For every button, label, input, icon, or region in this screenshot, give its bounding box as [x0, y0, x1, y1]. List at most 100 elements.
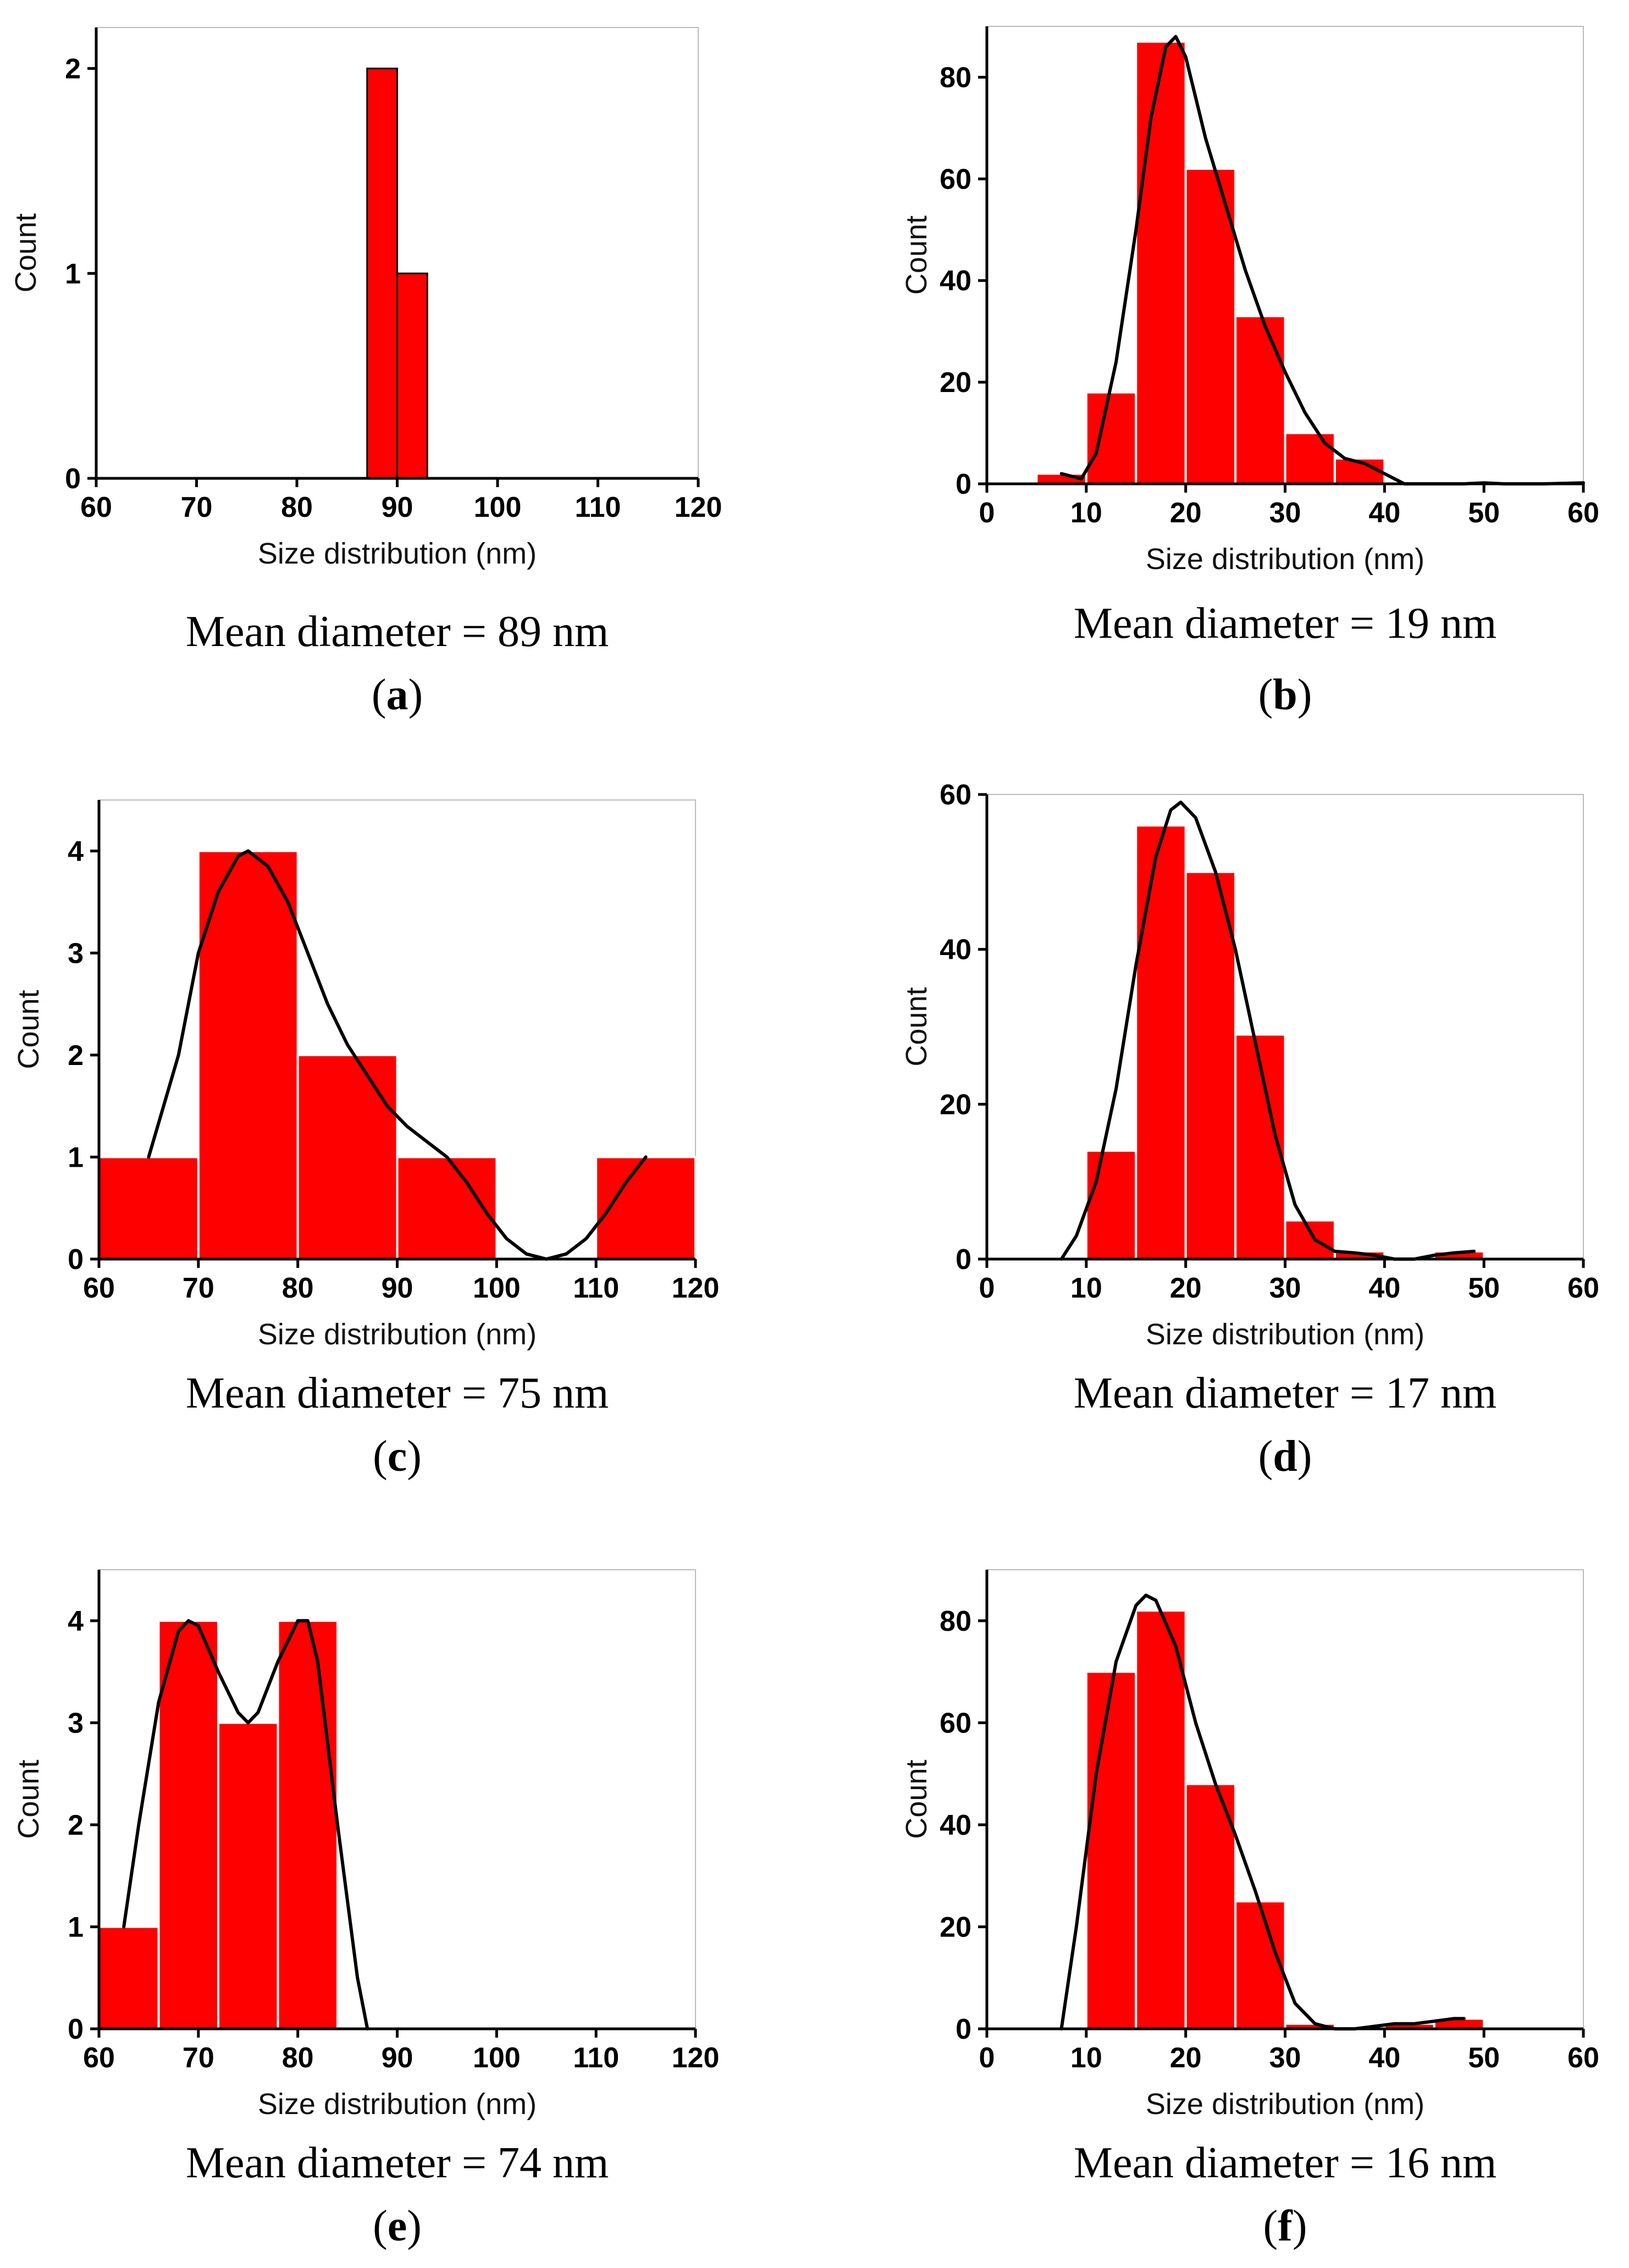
mean-diameter-caption: Mean diameter = 89 nm	[186, 608, 609, 656]
x-tick-label: 50	[1468, 497, 1500, 529]
histogram-bar-1	[1135, 824, 1187, 1261]
y-tick-label: 1	[65, 258, 81, 290]
x-tick-label: 50	[1468, 1272, 1500, 1304]
x-tick-label: 0	[979, 497, 995, 529]
histogram-bar-3	[277, 1619, 339, 2030]
y-tick-label: 0	[956, 1244, 971, 1276]
x-axis-title: Size distribution (nm)	[258, 2088, 537, 2121]
panel-label: (e)	[373, 2202, 422, 2250]
x-tick-label: 60	[1567, 1272, 1599, 1304]
x-tick-label: 60	[83, 2042, 115, 2074]
panel-label-close: )	[407, 2202, 422, 2250]
panel-label-close: )	[1293, 2202, 1307, 2250]
fit-curve	[122, 1619, 369, 2030]
histogram-bar-1	[157, 1619, 219, 2030]
x-tick-label: 80	[282, 1272, 314, 1304]
x-tick-label: 60	[83, 1272, 115, 1304]
y-tick-label: 0	[956, 2013, 971, 2045]
panel-label-open: (	[373, 1432, 388, 1481]
panel-label-close: )	[1297, 1432, 1312, 1481]
fit-curve	[1059, 1593, 1466, 2030]
x-tick-label: 110	[573, 2042, 619, 2074]
y-axis-title: Count	[12, 990, 45, 1069]
x-tick-label: 70	[181, 492, 213, 523]
y-tick-label: 80	[940, 62, 971, 93]
x-axis-title: Size distribution (nm)	[1146, 543, 1424, 576]
panel-label-close: )	[408, 671, 423, 719]
panel-label-close: )	[1297, 671, 1312, 719]
x-tick-label: 100	[473, 1272, 521, 1304]
x-tick-label: 30	[1269, 2042, 1301, 2074]
x-tick-label: 60	[1567, 2042, 1599, 2074]
mean-diameter-caption: Mean diameter = 75 nm	[186, 1369, 609, 1417]
x-tick-label: 120	[672, 2042, 720, 2074]
panel-label-letter: a	[386, 671, 408, 719]
histogram-bar-5	[1284, 432, 1336, 485]
panel-label: (c)	[373, 1432, 422, 1481]
mean-diameter-caption: Mean diameter = 74 nm	[186, 2139, 609, 2187]
x-tick-label: 70	[183, 1272, 214, 1304]
y-tick-label: 80	[940, 1605, 971, 1637]
x-tick-label: 90	[382, 2042, 413, 2074]
y-tick-label: 2	[65, 53, 81, 85]
panel-label: (d)	[1258, 1432, 1312, 1481]
histogram-bar-0	[98, 1156, 200, 1260]
x-tick-label: 0	[979, 2042, 995, 2074]
mean-diameter-caption: Mean diameter = 16 nm	[1074, 2139, 1497, 2187]
histogram-bar-0	[366, 68, 398, 479]
histogram-bar-1	[1135, 1609, 1187, 2030]
y-axis-title: Count	[9, 213, 42, 293]
histogram-bar-3	[1184, 167, 1237, 485]
y-tick-label: 2	[68, 1809, 84, 1841]
x-tick-label: 10	[1070, 2042, 1102, 2074]
panel-label: (f)	[1263, 2202, 1307, 2250]
histogram-bar-2	[1184, 870, 1237, 1261]
y-tick-label: 0	[68, 1244, 84, 1276]
y-tick-label: 60	[940, 163, 971, 195]
x-tick-label: 10	[1070, 497, 1102, 529]
chart-panel-f: 0 10 20 30 40 50 60 0 20 40 60 80 Size distribution …	[900, 1569, 1599, 2250]
x-tick-label: 40	[1368, 497, 1400, 529]
y-tick-label: 60	[940, 779, 971, 811]
x-tick-label: 60	[80, 492, 112, 523]
y-tick-label: 3	[68, 1707, 84, 1739]
histogram-bar-0	[98, 1925, 160, 2030]
x-tick-label: 0	[979, 1272, 995, 1304]
y-tick-label: 2	[68, 1040, 84, 1072]
x-tick-label: 80	[282, 2042, 314, 2074]
chart-panel-a: 60 70 80 90 100 110 120 0 1 2 Size distribution (n…	[9, 27, 722, 719]
x-tick-label: 110	[573, 1272, 619, 1304]
x-tick-label: 100	[473, 2042, 521, 2074]
y-axis-title: Count	[900, 1759, 933, 1839]
histogram-bar-0	[1085, 1670, 1137, 2030]
histogram-bar-3	[1234, 1900, 1286, 2030]
chart-panel-e: 60 70 80 90 100 110 120 0 1 2 3 4 Size distribution …	[12, 1569, 720, 2250]
x-tick-label: 120	[672, 1272, 720, 1304]
histogram-bar-4	[1284, 1219, 1336, 1260]
x-axis-title: Size distribution (nm)	[258, 1318, 537, 1351]
histogram-bar-2	[1184, 1783, 1237, 2030]
histogram-bar-2	[1135, 40, 1187, 485]
x-tick-label: 90	[382, 1272, 413, 1304]
y-tick-label: 40	[940, 934, 971, 966]
y-tick-label: 20	[940, 1089, 971, 1121]
x-tick-label: 60	[1567, 497, 1599, 529]
y-tick-label: 3	[68, 937, 84, 969]
y-tick-label: 0	[956, 468, 971, 500]
chart-panel-d: 0 10 20 30 40 50 60 0 20 40 60 Size distribution (n…	[900, 779, 1599, 1481]
y-tick-label: 4	[68, 836, 84, 868]
y-axis-title: Count	[12, 1759, 45, 1839]
y-tick-label: 4	[68, 1605, 84, 1637]
histogram-bar-0	[1085, 1149, 1137, 1260]
panel-label-letter: c	[388, 1432, 407, 1481]
y-tick-label: 60	[940, 1707, 971, 1739]
x-tick-label: 20	[1170, 497, 1202, 529]
x-tick-label: 30	[1269, 497, 1301, 529]
x-tick-label: 70	[183, 2042, 214, 2074]
x-axis-title: Size distribution (nm)	[1146, 1318, 1424, 1351]
panel-label-open: (	[1263, 2202, 1278, 2250]
panel-label-letter: b	[1273, 671, 1297, 719]
x-tick-label: 90	[382, 492, 413, 523]
x-tick-label: 80	[281, 492, 313, 523]
